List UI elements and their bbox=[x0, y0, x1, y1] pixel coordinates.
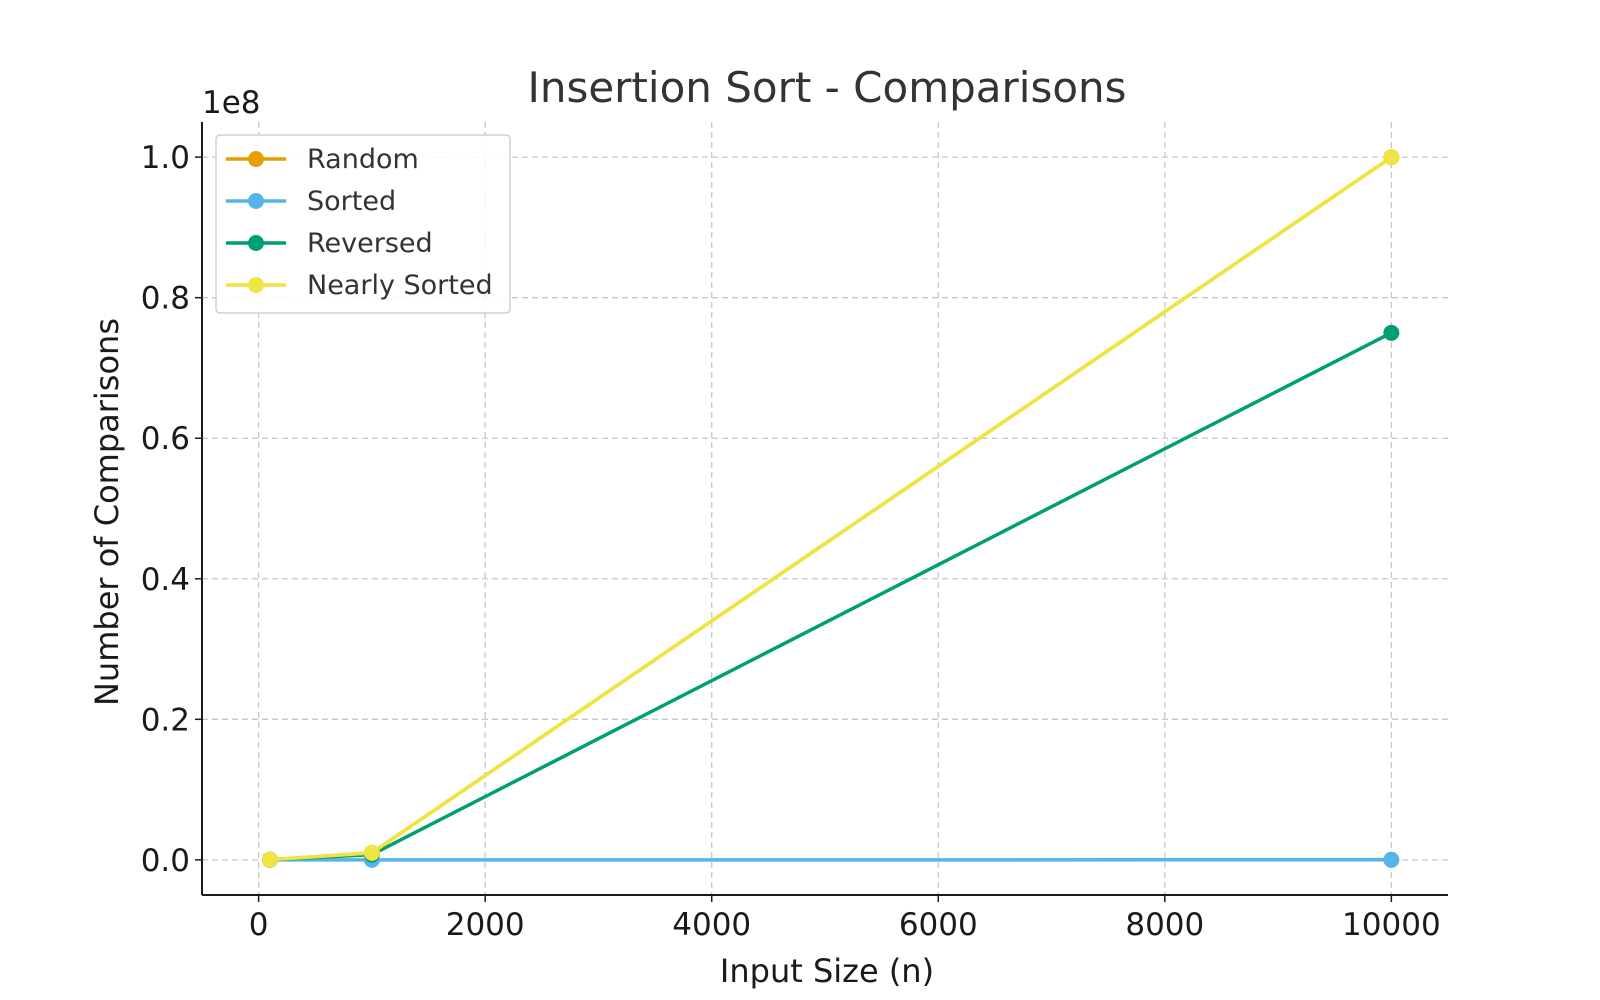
legend-item: Reversed bbox=[226, 228, 433, 259]
chart-title: Insertion Sort - Comparisons bbox=[527, 63, 1126, 112]
data-point bbox=[363, 844, 380, 861]
data-point bbox=[1383, 324, 1400, 341]
data-point bbox=[261, 851, 278, 868]
tick-labels: 0 2000 4000 6000 8000 10000 0.0 0.2 0.4 0.6 0.8 1.0 bbox=[141, 140, 1441, 943]
x-axis-label: Input Size (n) bbox=[720, 952, 934, 990]
legend-item: Sorted bbox=[226, 186, 396, 217]
legend-box bbox=[215, 134, 511, 314]
series-nearly-sorted bbox=[261, 149, 1400, 868]
legend-item: Nearly Sorted bbox=[226, 270, 493, 301]
y-axis-scale-label: 1e8 bbox=[202, 85, 261, 121]
legend-label: Reversed bbox=[307, 228, 433, 259]
y-tick-label: 0.4 bbox=[141, 562, 190, 598]
y-tick-label: 0.2 bbox=[141, 702, 190, 738]
y-tick-label: 0.6 bbox=[141, 421, 190, 457]
legend-swatch-marker bbox=[248, 151, 264, 167]
data-point bbox=[1383, 851, 1400, 868]
legend: Random Sorted Reversed Nearly Sorted bbox=[215, 134, 511, 314]
x-tick-label: 6000 bbox=[899, 907, 978, 943]
y-axis-label: Number of Comparisons bbox=[88, 318, 126, 706]
legend-swatch-marker bbox=[248, 193, 264, 209]
legend-label: Sorted bbox=[307, 186, 396, 217]
legend-item: Random bbox=[226, 144, 419, 175]
axes bbox=[195, 122, 1448, 902]
y-tick-label: 1.0 bbox=[141, 140, 190, 176]
series-reversed bbox=[261, 324, 1400, 868]
x-tick-label: 10000 bbox=[1342, 907, 1441, 943]
x-tick-label: 2000 bbox=[446, 907, 525, 943]
series-lines bbox=[261, 149, 1400, 868]
x-tick-label: 0 bbox=[249, 907, 269, 943]
x-tick-label: 4000 bbox=[672, 907, 751, 943]
legend-swatch-marker bbox=[248, 235, 264, 251]
y-tick-label: 0.0 bbox=[141, 843, 190, 879]
y-tick-label: 0.8 bbox=[141, 281, 190, 317]
legend-swatch-marker bbox=[248, 277, 264, 293]
data-point bbox=[1383, 149, 1400, 166]
legend-label: Nearly Sorted bbox=[307, 270, 493, 301]
x-tick-label: 8000 bbox=[1125, 907, 1204, 943]
series-line bbox=[269, 331, 1393, 862]
series-sorted bbox=[261, 851, 1400, 868]
legend-label: Random bbox=[307, 144, 419, 175]
